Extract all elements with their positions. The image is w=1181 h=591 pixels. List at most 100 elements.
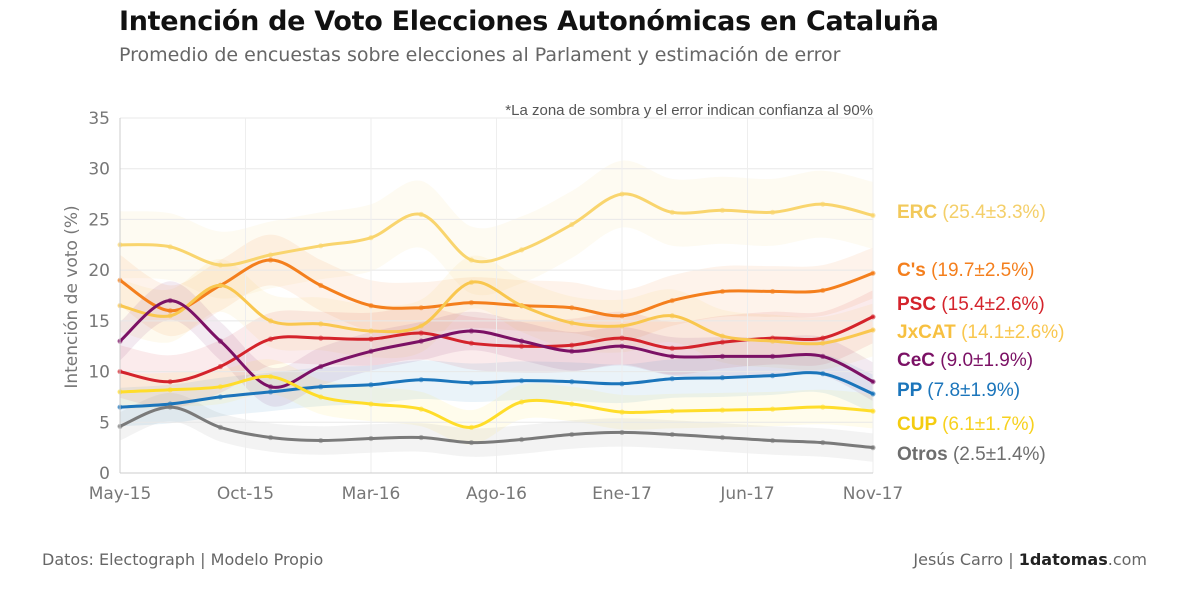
point-cs-15: [870, 270, 876, 276]
point-erc-15: [870, 212, 876, 218]
point-jxcat-8: [519, 303, 525, 309]
legend-item-cup: CUP (6.1±1.7%): [897, 414, 1035, 435]
line-cec: [118, 299, 875, 389]
point-otros-11: [669, 431, 675, 438]
y-axis-label: Intención de voto (%): [62, 205, 82, 388]
point-cec-12: [719, 353, 726, 359]
point-pp-11: [669, 376, 675, 382]
point-cec-4: [318, 363, 324, 370]
author-name: Jesús Carro |: [913, 550, 1019, 569]
y-tick-label-10: 10: [88, 363, 110, 383]
point-otros-3: [268, 434, 274, 441]
point-erc-8: [519, 247, 525, 253]
point-jxcat-7: [468, 279, 474, 285]
legend-value-cup: (6.1±1.7%): [942, 414, 1035, 435]
line-cup: [118, 374, 875, 429]
legend-value-jxcat: (14.1±2.6%): [961, 322, 1064, 343]
legend-item-jxcat: JxCAT (14.1±2.6%): [897, 322, 1064, 343]
point-psc-9: [569, 342, 575, 348]
line-pp: [118, 371, 875, 409]
point-erc-4: [318, 243, 324, 249]
point-jxcat-2: [217, 282, 223, 288]
x-tick-label-3: Ago-16: [466, 484, 527, 504]
point-cs-5: [368, 303, 374, 309]
point-otros-5: [368, 435, 374, 442]
point-erc-9: [569, 221, 575, 228]
point-pp-3: [268, 389, 274, 395]
legend-value-pp: (7.8±1.9%): [927, 380, 1020, 401]
legend-name-erc: ERC: [897, 202, 942, 223]
point-cup-4: [318, 394, 324, 400]
point-pp-9: [569, 379, 575, 385]
point-cec-8: [519, 338, 525, 344]
point-pp-5: [368, 382, 374, 388]
legend-item-cec: CeC (9.0±1.9%): [897, 350, 1033, 371]
point-pp-13: [770, 373, 776, 379]
point-cec-7: [468, 328, 474, 334]
point-cec-14: [820, 353, 826, 359]
x-tick-label-2: Mar-16: [342, 484, 401, 504]
point-jxcat-4: [318, 321, 324, 327]
point-psc-10: [619, 335, 625, 341]
legend-item-pp: PP (7.8±1.9%): [897, 380, 1020, 401]
point-jxcat-11: [669, 313, 675, 319]
line-jxcat: [118, 280, 875, 346]
legend-value-cec: (9.0±1.9%): [940, 350, 1033, 371]
point-cs-7: [468, 300, 474, 306]
legend-name-psc: PSC: [897, 294, 941, 315]
author-credit: Jesús Carro | 1datomas.com: [913, 550, 1147, 569]
site-name-bold: 1datomas: [1018, 550, 1108, 569]
point-erc-3: [268, 252, 274, 258]
legend-item-erc: ERC (25.4±3.3%): [897, 202, 1046, 223]
point-cup-6: [418, 406, 424, 412]
point-otros-1: [167, 404, 173, 410]
site-domain: .com: [1107, 550, 1147, 569]
data-source: Datos: Electograph | Modelo Propio: [42, 550, 324, 569]
x-tick-label-0: May-15: [89, 484, 152, 504]
legend-item-otros: Otros (2.5±1.4%): [897, 444, 1046, 465]
point-cup-5: [368, 401, 374, 407]
point-cup-12: [719, 407, 726, 413]
y-tick-label-5: 5: [99, 413, 110, 433]
point-cup-14: [820, 404, 826, 410]
point-cup-7: [468, 424, 474, 430]
point-psc-11: [669, 345, 675, 351]
point-cs-14: [820, 287, 826, 294]
y-tick-label-20: 20: [88, 261, 110, 281]
point-cs-6: [418, 305, 424, 311]
point-cs-4: [318, 282, 324, 288]
legend-value-erc: (25.4±3.3%): [942, 202, 1045, 223]
point-cup-11: [669, 408, 675, 414]
band-otros: [120, 392, 873, 462]
point-erc-10: [619, 191, 625, 197]
legend-name-cs: C's: [897, 260, 931, 281]
point-cec-1: [167, 297, 173, 304]
point-erc-14: [820, 201, 826, 207]
line-otros: [118, 405, 875, 450]
point-erc-11: [669, 209, 675, 215]
point-jxcat-6: [418, 323, 424, 329]
point-erc-6: [418, 211, 424, 217]
point-pp-10: [619, 381, 625, 387]
point-jxcat-9: [569, 320, 575, 326]
point-cup-9: [569, 401, 575, 407]
point-jxcat-5: [368, 328, 374, 334]
point-otros-2: [217, 424, 223, 430]
point-cs-9: [569, 305, 575, 311]
legend: ERC (25.4±3.3%) C's (19.7±2.5%) PSC (15.4±…: [897, 202, 1064, 465]
point-cec-10: [619, 343, 625, 349]
point-cup-13: [770, 406, 776, 412]
point-cs-1: [167, 308, 173, 314]
y-tick-label-30: 30: [88, 160, 110, 180]
point-psc-8: [519, 343, 525, 349]
legend-value-otros: (2.5±1.4%): [953, 444, 1046, 465]
y-tick-label-25: 25: [88, 210, 110, 230]
point-otros-9: [569, 431, 575, 438]
x-tick-label-1: Oct-15: [217, 484, 274, 504]
point-psc-12: [719, 339, 726, 345]
point-cec-6: [418, 338, 424, 344]
point-erc-5: [368, 235, 374, 241]
point-jxcat-12: [719, 333, 726, 339]
point-erc-12: [719, 207, 726, 213]
point-otros-8: [519, 436, 525, 443]
